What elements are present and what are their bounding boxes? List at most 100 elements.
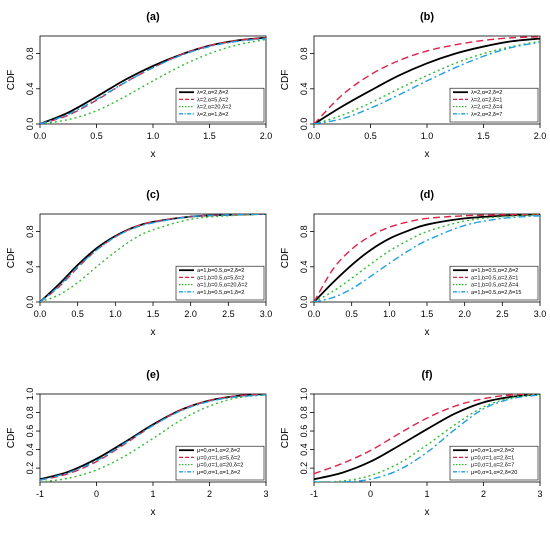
- legend-box: [175, 445, 265, 481]
- legend: λ=2,α=2,δ=2λ=2,α=2,δ=1 λ=2,α=2,δ=4λ=2,α=2…: [449, 87, 539, 123]
- legend-box: [175, 87, 265, 123]
- panel-title: (b): [420, 11, 434, 23]
- y-axis-label: CDF: [280, 70, 291, 91]
- panel-title: (a): [146, 11, 160, 23]
- x-axis-label: x: [151, 149, 156, 160]
- x-tick-label: 2.0: [260, 131, 273, 141]
- legend-entry: a=1,b=0.5,α=2,δ=2: [471, 268, 518, 274]
- y-tick-label: 0.6: [25, 425, 35, 438]
- legend-entry: λ=2,α=2,δ=2: [471, 90, 502, 96]
- y-tick-label: 0.4: [299, 443, 309, 456]
- panel-a: (a) 0.0 0.5 1.0 1.5 2.0 0.0 0.4 0.8 x CDF λ=2,α=2,δ…: [6, 11, 272, 160]
- y-tick-label: 0.4: [299, 83, 309, 96]
- panel-d: (d) 0.0 0.5 1.0 1.5 2.0 2.5 3.0 0.0 0.4 0.8 x CDF a=1…: [280, 189, 546, 338]
- panel-title: (d): [420, 189, 434, 201]
- legend-entry: μ=0,σ=1,α=1,δ=2: [197, 470, 240, 476]
- y-tick-label: 0.4: [25, 261, 35, 274]
- panel-b: (b) 0.0 0.5 1.0 1.5 2.0 0.0 0.4 0.8 x CDF λ=2,α=2,δ…: [280, 11, 546, 160]
- y-axis-label: CDF: [280, 428, 291, 449]
- series-line: [314, 394, 540, 482]
- x-tick-label: 0.0: [34, 309, 47, 319]
- series-line: [40, 394, 266, 481]
- legend-entry: a=1,b=0.5,α=2,δ=15: [471, 290, 522, 296]
- series-line: [40, 38, 266, 124]
- legend: a=1,b=0.5,α=2,δ=2a=1,b=0.5,α=2,δ=1 a=1,b=…: [449, 265, 539, 301]
- x-tick-label: 0.5: [364, 131, 377, 141]
- legend-entry: μ=0,σ=1,α=20,δ=2: [197, 463, 243, 469]
- legend-entry: λ=2,α=2,δ=7: [471, 112, 502, 118]
- y-tick-label: 1.0: [299, 388, 309, 401]
- x-tick-label: 2.0: [458, 309, 471, 319]
- y-tick-label: 0.2: [299, 462, 309, 475]
- y-axis-label: CDF: [6, 70, 17, 91]
- panel-e: (e) -1 0 1 2 3 0.2 0.4 0.6 0.8 1.0 x CDF μ=0,σ=1,α=2,…: [6, 369, 269, 518]
- x-tick-label: 0.0: [308, 309, 321, 319]
- x-tick-label: 0: [368, 489, 373, 499]
- y-axis-label: CDF: [280, 248, 291, 269]
- x-tick-label: 2.0: [534, 131, 547, 141]
- x-tick-label: 0: [94, 489, 99, 499]
- panel-title: (c): [146, 189, 160, 201]
- series-line: [314, 214, 540, 302]
- x-axis-label: x: [151, 327, 156, 338]
- x-axis-label: x: [425, 507, 430, 518]
- x-tick-label: 0.5: [71, 309, 84, 319]
- x-tick-label: 2.0: [184, 309, 197, 319]
- series-line: [40, 37, 266, 124]
- y-tick-label: 0.8: [25, 406, 35, 419]
- series-line: [314, 394, 540, 482]
- x-axis-label: x: [151, 507, 156, 518]
- x-tick-label: 0.0: [34, 131, 47, 141]
- x-tick-label: 1.5: [477, 131, 490, 141]
- legend-entry: λ=2,α=2,δ=2: [197, 90, 228, 96]
- legend-entry: a=1,b=0.5,α=5,δ=2: [197, 275, 244, 281]
- legend: λ=2,α=2,δ=2λ=2,α=5,δ=2 λ=2,α=20,δ=2λ=2,α=…: [175, 87, 265, 123]
- legend-entry: λ=2,α=5,δ=2: [197, 97, 228, 103]
- series-line: [40, 214, 266, 302]
- x-tick-label: 1.0: [109, 309, 122, 319]
- legend-entry: μ=0,σ=1,α=2,δ=2: [471, 448, 514, 454]
- x-tick-label: 1: [424, 489, 429, 499]
- series-line: [40, 214, 266, 302]
- legend-entry: a=1,b=0.5,α=2,δ=1: [471, 275, 518, 281]
- series-line: [314, 37, 540, 124]
- x-tick-label: 1.5: [203, 131, 216, 141]
- legend-entry: μ=0,σ=1,α=2,δ=7: [471, 463, 514, 469]
- y-tick-label: 0.4: [25, 443, 35, 456]
- x-tick-label: 2.5: [496, 309, 509, 319]
- y-tick-label: 0.6: [299, 425, 309, 438]
- x-tick-label: 1.5: [421, 309, 434, 319]
- legend: μ=0,σ=1,α=2,δ=2μ=0,σ=1,α=5,δ=2 μ=0,σ=1,α=…: [175, 445, 265, 481]
- x-tick-label: 3: [537, 489, 542, 499]
- legend-entry: λ=2,α=2,δ=4: [471, 105, 502, 111]
- x-tick-label: 1: [150, 489, 155, 499]
- legend-entry: λ=2,α=1,δ=2: [197, 112, 228, 118]
- y-tick-label: 0.8: [299, 47, 309, 60]
- legend-entry: a=1,b=0.5,α=2,δ=2: [197, 268, 244, 274]
- x-tick-label: -1: [310, 489, 318, 499]
- y-tick-label: 1.0: [25, 388, 35, 401]
- legend-entry: μ=0,σ=1,α=2,δ=20: [471, 470, 517, 476]
- y-tick-label: 0.0: [299, 118, 309, 131]
- series-line: [314, 214, 540, 302]
- legend-entry: a=1,b=0.5,α=1,δ=2: [197, 290, 244, 296]
- y-tick-label: 0.4: [299, 261, 309, 274]
- panel-f: (f) -1 0 1 2 3 0.2 0.4 0.6 0.8 1.0 x CDF μ=0,σ=1,α=2,…: [280, 369, 543, 518]
- x-tick-label: 0.5: [90, 131, 103, 141]
- y-axis-label: CDF: [6, 428, 17, 449]
- y-tick-label: 0.8: [25, 47, 35, 60]
- x-tick-label: 3.0: [534, 309, 547, 319]
- legend-box: [449, 265, 539, 301]
- y-tick-label: 0.8: [25, 225, 35, 238]
- x-tick-label: 1.5: [147, 309, 160, 319]
- series-line: [40, 394, 266, 482]
- x-tick-label: 3.0: [260, 309, 273, 319]
- legend-entry: a=1,b=0.5,α=2,δ=4: [471, 283, 518, 289]
- x-tick-label: 1.0: [421, 131, 434, 141]
- x-tick-label: 0.5: [345, 309, 358, 319]
- panel-title: (e): [146, 369, 160, 381]
- series-line: [314, 36, 540, 124]
- x-tick-label: 2: [207, 489, 212, 499]
- legend-entry: λ=2,α=20,δ=2: [197, 105, 232, 111]
- x-tick-label: 1.0: [383, 309, 396, 319]
